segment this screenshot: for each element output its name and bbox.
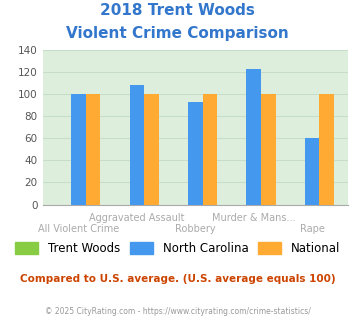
Bar bbox=[144, 94, 159, 205]
Bar bbox=[130, 85, 144, 205]
Text: Aggravated Assault: Aggravated Assault bbox=[89, 213, 185, 223]
Text: Violent Crime Comparison: Violent Crime Comparison bbox=[66, 26, 289, 41]
Bar bbox=[246, 69, 261, 205]
Text: Murder & Mans...: Murder & Mans... bbox=[212, 213, 295, 223]
Legend: Trent Woods, North Carolina, National: Trent Woods, North Carolina, National bbox=[10, 237, 345, 259]
Text: Robbery: Robbery bbox=[175, 224, 215, 234]
Text: Rape: Rape bbox=[300, 224, 324, 234]
Text: All Violent Crime: All Violent Crime bbox=[38, 224, 119, 234]
Bar bbox=[86, 94, 100, 205]
Bar bbox=[71, 94, 86, 205]
Bar bbox=[188, 102, 203, 205]
Text: © 2025 CityRating.com - https://www.cityrating.com/crime-statistics/: © 2025 CityRating.com - https://www.city… bbox=[45, 307, 310, 316]
Bar bbox=[203, 94, 217, 205]
Text: Compared to U.S. average. (U.S. average equals 100): Compared to U.S. average. (U.S. average … bbox=[20, 274, 335, 284]
Bar bbox=[261, 94, 275, 205]
Bar bbox=[305, 138, 320, 205]
Bar bbox=[320, 94, 334, 205]
Text: 2018 Trent Woods: 2018 Trent Woods bbox=[100, 3, 255, 18]
